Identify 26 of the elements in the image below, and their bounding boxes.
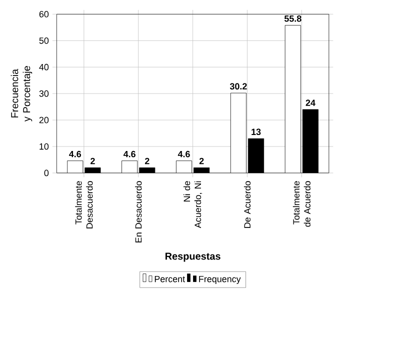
data-label: 13 — [252, 128, 261, 136]
data-label: 2 — [90, 158, 95, 164]
data-label: 24 — [306, 100, 316, 106]
y-axis-title: Frecuencia y Porcentaje — [10, 66, 32, 122]
legend-label: Frequency — [199, 276, 241, 284]
data-label: 2 — [144, 158, 150, 164]
data-label: 2 — [199, 158, 204, 164]
x-tick-label: En Desacuerdo — [135, 181, 142, 243]
data-label: 55.8 — [284, 16, 302, 22]
y-tick-label: 50 — [39, 38, 49, 44]
x-tick-label: Ni de Acuerdo, Ni — [184, 181, 202, 228]
y-tick-label: 40 — [39, 64, 49, 70]
x-tick-label: De Acuerdo — [244, 181, 251, 228]
x-tick-label: Totalmente de Acuerdo — [292, 181, 310, 227]
y-tick-label: 0 — [44, 170, 49, 176]
legend-label: Percent — [154, 276, 186, 282]
y-tick-label: 30 — [39, 90, 49, 97]
data-label: 4.6 — [178, 151, 190, 158]
data-label: 30.2 — [230, 83, 247, 90]
x-tick-label: Totalmente Desacuerdo — [75, 181, 93, 229]
y-tick-label: 20 — [39, 117, 49, 124]
y-tick-label: 10 — [40, 144, 49, 150]
data-label: 4.6 — [123, 151, 136, 158]
data-label: 4.6 — [69, 151, 82, 158]
x-axis-title: Respuestas — [166, 252, 220, 262]
y-tick-label: 60 — [39, 11, 49, 18]
